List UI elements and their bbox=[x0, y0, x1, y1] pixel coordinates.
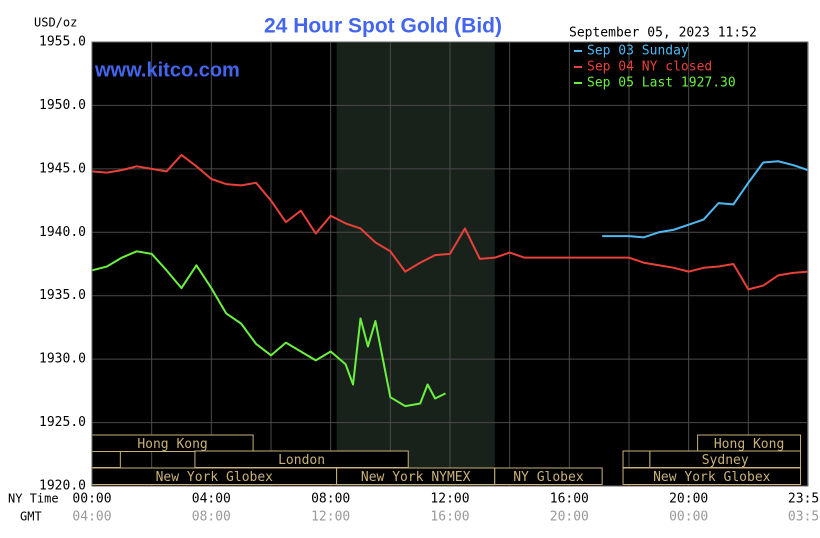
y-tick-label: 1925.0 bbox=[39, 415, 86, 430]
legend-label: Sep 03 Sunday bbox=[587, 44, 689, 59]
y-tick-label: 1940.0 bbox=[39, 225, 86, 240]
x2-tick-label: 00:00 bbox=[669, 510, 708, 525]
timestamp: September 05, 2023 11:52 bbox=[569, 26, 757, 41]
session-label: New York Globex bbox=[653, 470, 771, 485]
legend-label: Sep 05 Last 1927.30 bbox=[587, 76, 736, 91]
x2-tick-label: 08:00 bbox=[192, 510, 231, 525]
x-tick-label: 04:00 bbox=[192, 492, 231, 507]
x-tick-label: 08:00 bbox=[311, 492, 350, 507]
x2-tick-label: 12:00 bbox=[311, 510, 350, 525]
x-tick-label: 16:00 bbox=[550, 492, 589, 507]
session-box bbox=[494, 467, 603, 485]
legend-label: Sep 04 NY closed bbox=[587, 60, 712, 75]
price-line bbox=[91, 250, 446, 408]
x-tick-label: 12:00 bbox=[430, 492, 469, 507]
plot-frame bbox=[91, 41, 809, 487]
x-tick-label: 20:00 bbox=[669, 492, 708, 507]
plot-layer: Hong Kong London New York Globex New York N… bbox=[91, 41, 809, 487]
x2-tick-label: 16:00 bbox=[430, 510, 469, 525]
price-line bbox=[602, 160, 809, 239]
y-tick-label: 1920.0 bbox=[39, 479, 86, 494]
x-tick-label: 00:00 bbox=[72, 492, 111, 507]
y-tick-label: 1930.0 bbox=[39, 352, 86, 367]
session-label: Sydney bbox=[702, 453, 749, 468]
session-label: Hong Kong bbox=[137, 437, 207, 452]
x-axis-label: NY Time bbox=[8, 492, 59, 506]
x2-axis-label: GMT bbox=[20, 510, 42, 524]
session-box bbox=[622, 467, 802, 485]
price-line bbox=[91, 153, 809, 291]
subtitle: www.kitco.com bbox=[94, 59, 240, 81]
y-tick-label: 1955.0 bbox=[39, 35, 86, 50]
y-tick-label: 1950.0 bbox=[39, 98, 86, 113]
y-tick-label: 1935.0 bbox=[39, 288, 86, 303]
session-label: New York Globex bbox=[156, 470, 274, 485]
x2-tick-label: 03:59 bbox=[788, 510, 820, 525]
session-label: London bbox=[278, 453, 325, 468]
x-tick-label: 23:59 bbox=[788, 492, 820, 507]
y-tick-label: 1945.0 bbox=[39, 161, 86, 176]
chart-title: 24 Hour Spot Gold (Bid) bbox=[264, 15, 502, 38]
session-label: New York NYMEX bbox=[361, 470, 471, 485]
x2-tick-label: 20:00 bbox=[550, 510, 589, 525]
session-label: Hong Kong bbox=[714, 437, 784, 452]
shaded-region bbox=[336, 42, 495, 486]
session-label: NY Globex bbox=[513, 470, 584, 485]
y-axis-label: USD/oz bbox=[34, 16, 77, 30]
x2-tick-label: 04:00 bbox=[72, 510, 111, 525]
